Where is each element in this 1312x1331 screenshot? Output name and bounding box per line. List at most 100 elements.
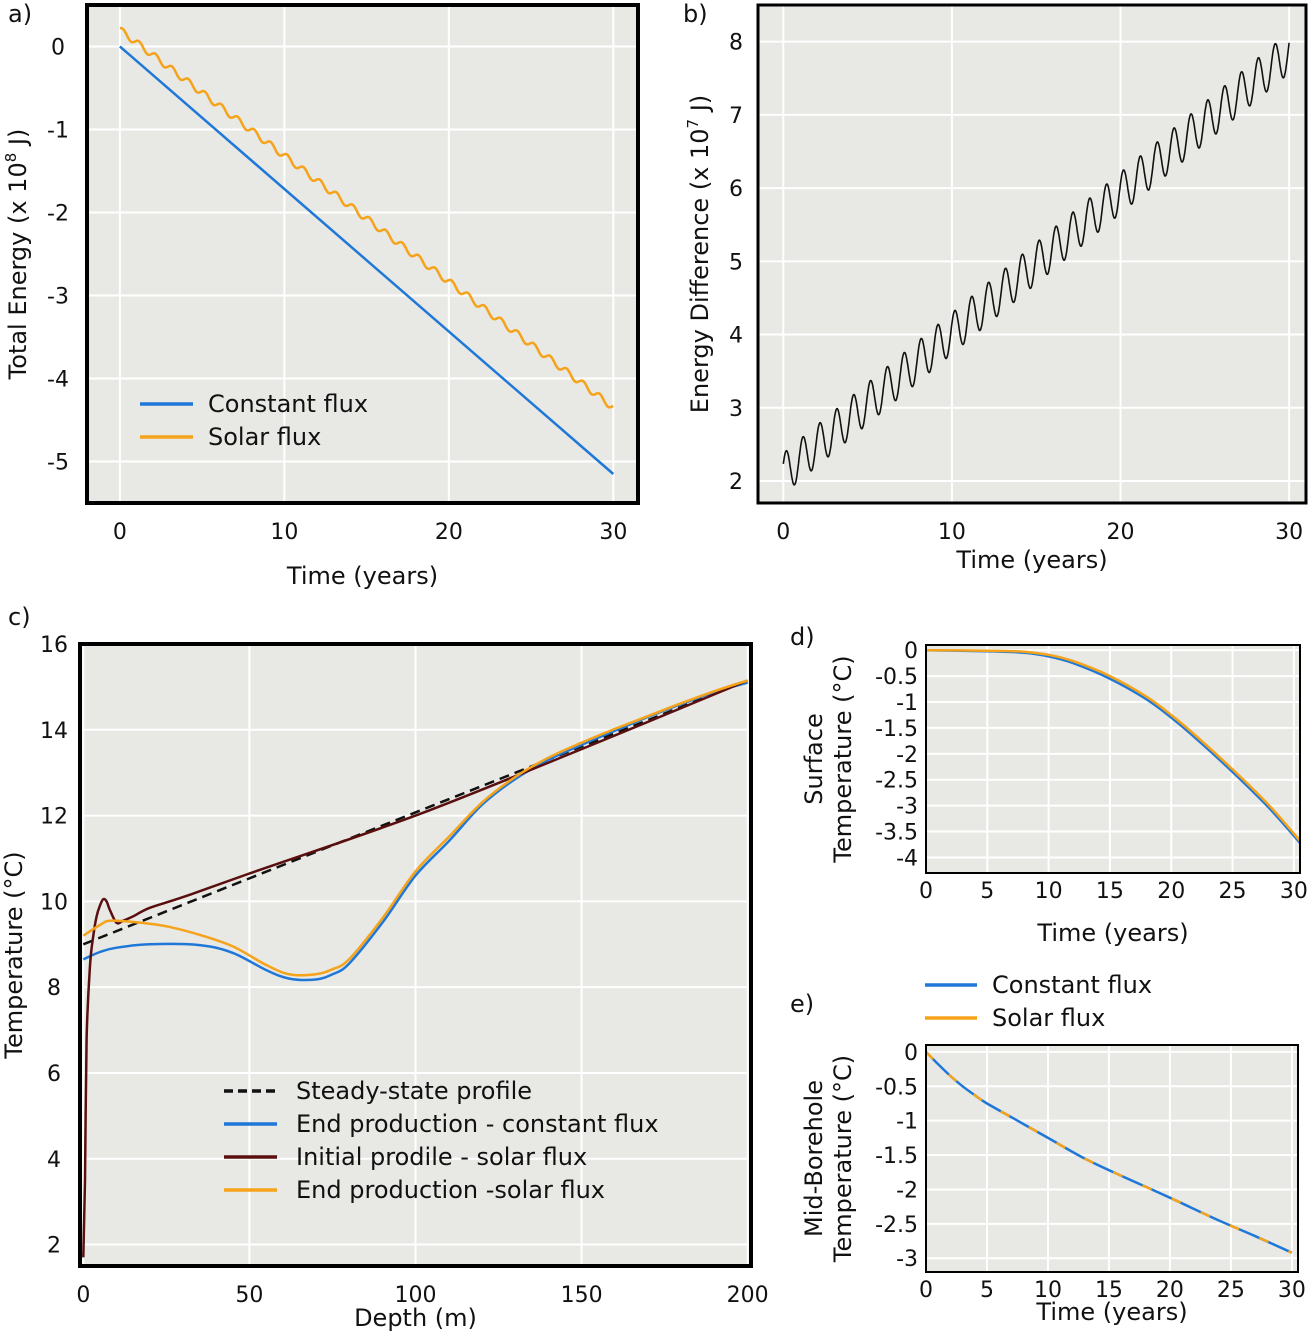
x-tick-label: 10 [938,520,966,545]
x-tick-label: 30 [1278,1278,1306,1303]
x-axis-label: Time (years) [1036,919,1188,947]
y-tick-label: -3 [47,285,69,310]
x-tick-label: 30 [1275,520,1303,545]
y-tick-label: -2.5 [875,769,918,794]
y-tick-label: 10 [40,890,68,915]
legend: Constant flux Solar flux [140,390,368,451]
plot-background [926,1045,1298,1272]
y-tick-label: 0 [904,639,918,664]
x-tick-label: 0 [919,1278,933,1303]
x-tick-label: 20 [1156,1278,1184,1303]
y-tick-label: -1 [896,1110,918,1135]
y-tick-label: 4 [47,1148,61,1173]
x-tick-label: 25 [1219,879,1247,904]
plot-background [87,5,638,503]
x-tick-label: 200 [727,1283,769,1308]
y-tick-label: -3 [896,1247,918,1272]
y-tick-label: -2.5 [875,1213,918,1238]
series-line-constant-flux [119,45,615,475]
y-tick-label: -1 [896,691,918,716]
y-axis-label-line: Temperature (°C) [829,655,857,863]
y-tick-label: 8 [729,31,743,56]
x-axis-label: Depth (m) [354,1304,477,1331]
plot-frame [85,3,640,505]
series-group [926,1051,1293,1254]
y-tick-label: 16 [40,633,68,658]
y-axis-label: Temperature (°C) [0,851,28,1059]
x-tick-label: 0 [776,520,790,545]
y-tick-label: -1 [47,119,69,144]
series-line-data [782,42,1290,486]
y-axis-label: Energy Difference (x 107 J) [684,95,714,413]
legend-label: Constant flux [208,390,368,418]
y-tick-label: 6 [47,1062,61,1087]
x-tick-label: 20 [1157,879,1185,904]
y-tick-label: 2 [729,470,743,495]
panel-a: 0 10 20 30 0 -1 -2 -3 -4 -5 a) Time (years) Total En… [2,0,640,590]
legend-label: End production - constant flux [296,1110,659,1138]
panel-label: b) [683,0,708,28]
panel-c: 0 50 100 150 200 2 4 6 8 10 12 14 16 c) Depth (m) Tempe… [0,603,769,1331]
y-axis-label-line: Mid-Borehole [800,1080,828,1237]
legend-label: Solar flux [992,1004,1105,1032]
legend-label: Constant flux [992,971,1152,999]
series-group [119,26,615,475]
y-tick-label: 3 [729,397,743,422]
series-line-solar-flux [926,1051,1293,1254]
series-group [82,679,749,1258]
x-tick-label: 0 [919,879,933,904]
legend-label: Initial prodile - solar flux [296,1143,587,1171]
plot-frame [78,642,753,1268]
y-tick-label: -5 [47,451,69,476]
y-tick-label: 4 [729,324,743,349]
panel-e: 0 5 10 15 20 25 30 0 -0.5 -1 -1.5 -2 -2.5 -3 e) Time (y… [790,990,1306,1326]
x-tick-label: 150 [561,1283,603,1308]
x-tick-label: 15 [1095,1278,1123,1303]
y-tick-label: 5 [729,250,743,275]
series-line-solar-flux [926,648,1300,842]
y-tick-label: 2 [47,1234,61,1259]
y-tick-label: -4 [47,368,69,393]
x-tick-label: 30 [1280,879,1308,904]
x-axis-label: Time (years) [286,562,438,590]
y-tick-label: -1.5 [875,1144,918,1169]
panel-b: 0 10 20 30 2 3 4 5 6 7 8 b) Time (years) Energy Diffe… [683,0,1308,574]
series-group [782,42,1290,486]
panel-d: 0 5 10 15 20 25 300-0.5-1-1.5-2-2.5-3-3.5-4d)T… [790,623,1308,947]
x-tick-label: 15 [1096,879,1124,904]
series-group [926,648,1300,844]
y-tick-label: 12 [40,805,68,830]
y-axis-label-line: Temperature (°C) [829,1055,857,1263]
x-tick-label: 0 [113,520,127,545]
panel-label: a) [8,0,32,28]
x-tick-label: 10 [1035,879,1063,904]
x-tick-label: 10 [270,520,298,545]
x-tick-label: 5 [980,879,994,904]
x-tick-label: 30 [599,520,627,545]
y-tick-label: 0 [51,36,65,61]
y-tick-label: 6 [729,177,743,202]
x-axis-label: Time (years) [1035,1298,1187,1326]
y-tick-label: -3.5 [875,821,918,846]
panel-label: c) [8,603,31,631]
y-tick-label: 0 [904,1041,918,1066]
y-tick-label: -0.5 [875,665,918,690]
x-tick-label: 5 [980,1278,994,1303]
y-tick-label: -4 [896,846,918,871]
series-line-end-production-solar-flux [82,679,749,977]
legend-label: Solar flux [208,423,321,451]
plot-background [758,5,1306,503]
x-tick-label: 10 [1034,1278,1062,1303]
y-tick-label: -0.5 [875,1075,918,1100]
plot-frame [925,1044,1299,1273]
x-tick-label: 20 [1107,520,1135,545]
legend: Steady-state profile End production - con… [224,1077,659,1204]
y-tick-label: 14 [40,719,68,744]
legend-label: End production -solar flux [296,1176,605,1204]
series-line-solar-flux [119,26,615,409]
legend-label: Steady-state profile [296,1077,532,1105]
plot-background [926,645,1300,873]
y-tick-label: -3 [896,795,918,820]
y-axis-label-line: Surface [800,713,828,804]
